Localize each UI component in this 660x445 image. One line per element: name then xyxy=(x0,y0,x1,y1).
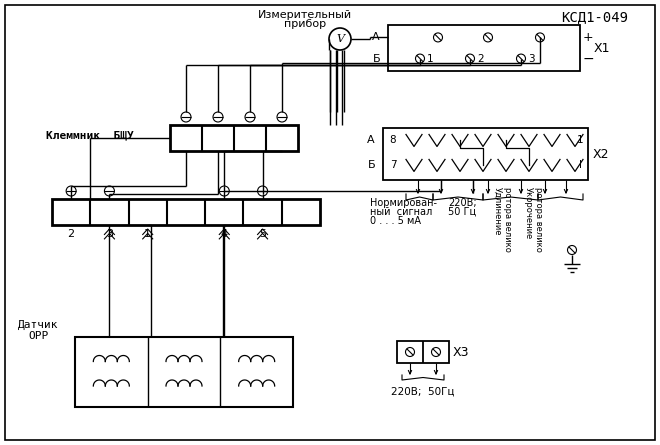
Text: Х2: Х2 xyxy=(593,147,609,161)
Circle shape xyxy=(104,186,114,196)
Circle shape xyxy=(517,54,525,63)
Circle shape xyxy=(213,112,223,122)
Circle shape xyxy=(181,112,191,122)
Text: 2: 2 xyxy=(67,229,75,239)
Circle shape xyxy=(219,186,229,196)
Text: Удлинение: Удлинение xyxy=(492,187,502,235)
Text: 7: 7 xyxy=(389,161,396,170)
Text: прибор: прибор xyxy=(284,19,326,29)
Text: I: I xyxy=(579,161,581,170)
Bar xyxy=(170,125,298,151)
Circle shape xyxy=(568,246,576,255)
Circle shape xyxy=(405,348,414,356)
Text: 8: 8 xyxy=(389,135,396,146)
Text: ротора велико: ротора велико xyxy=(502,187,512,252)
Bar xyxy=(52,199,320,225)
Bar xyxy=(75,337,293,407)
Text: 1: 1 xyxy=(427,53,434,64)
Text: Б: Б xyxy=(372,53,380,64)
Text: Х1: Х1 xyxy=(594,41,610,54)
Text: 4: 4 xyxy=(220,229,228,239)
Bar xyxy=(383,128,588,180)
Text: +: + xyxy=(583,31,593,44)
Text: Измерительный: Измерительный xyxy=(258,10,352,20)
Text: 3: 3 xyxy=(106,229,113,239)
Circle shape xyxy=(245,112,255,122)
Text: Датчик: Датчик xyxy=(18,320,58,330)
Circle shape xyxy=(257,186,267,196)
Text: 50 Гц: 50 Гц xyxy=(448,207,477,217)
Circle shape xyxy=(465,54,475,63)
Text: 1: 1 xyxy=(577,135,583,146)
Text: 220В;: 220В; xyxy=(448,198,477,208)
Text: 2: 2 xyxy=(477,53,484,64)
Text: Х3: Х3 xyxy=(453,345,469,359)
Text: −: − xyxy=(583,52,595,65)
Bar xyxy=(388,25,580,71)
Text: А: А xyxy=(372,32,380,42)
Text: Нормирован-: Нормирован- xyxy=(370,198,437,208)
Text: 220В;  50Гц: 220В; 50Гц xyxy=(391,387,455,397)
Text: КСД1-049: КСД1-049 xyxy=(562,10,628,24)
Circle shape xyxy=(434,33,442,42)
Text: 5: 5 xyxy=(259,229,266,239)
Text: 1: 1 xyxy=(145,229,151,239)
Text: V: V xyxy=(336,34,344,44)
Text: Клеммник  БЩУ: Клеммник БЩУ xyxy=(46,130,134,140)
Text: ОРР: ОРР xyxy=(28,331,48,341)
Circle shape xyxy=(66,186,76,196)
Circle shape xyxy=(329,28,351,50)
Bar xyxy=(397,341,449,363)
Text: Б: Б xyxy=(368,161,375,170)
Text: А: А xyxy=(368,135,375,146)
Text: ротора велико: ротора велико xyxy=(533,187,543,252)
Text: 0 . . . 5 мА: 0 . . . 5 мА xyxy=(370,216,421,226)
Text: Укорочение: Укорочение xyxy=(523,187,533,239)
Circle shape xyxy=(484,33,492,42)
Circle shape xyxy=(535,33,544,42)
Text: 3: 3 xyxy=(528,53,535,64)
Circle shape xyxy=(277,112,287,122)
Circle shape xyxy=(432,348,440,356)
Text: ный  сигнал: ный сигнал xyxy=(370,207,432,217)
Circle shape xyxy=(416,54,424,63)
